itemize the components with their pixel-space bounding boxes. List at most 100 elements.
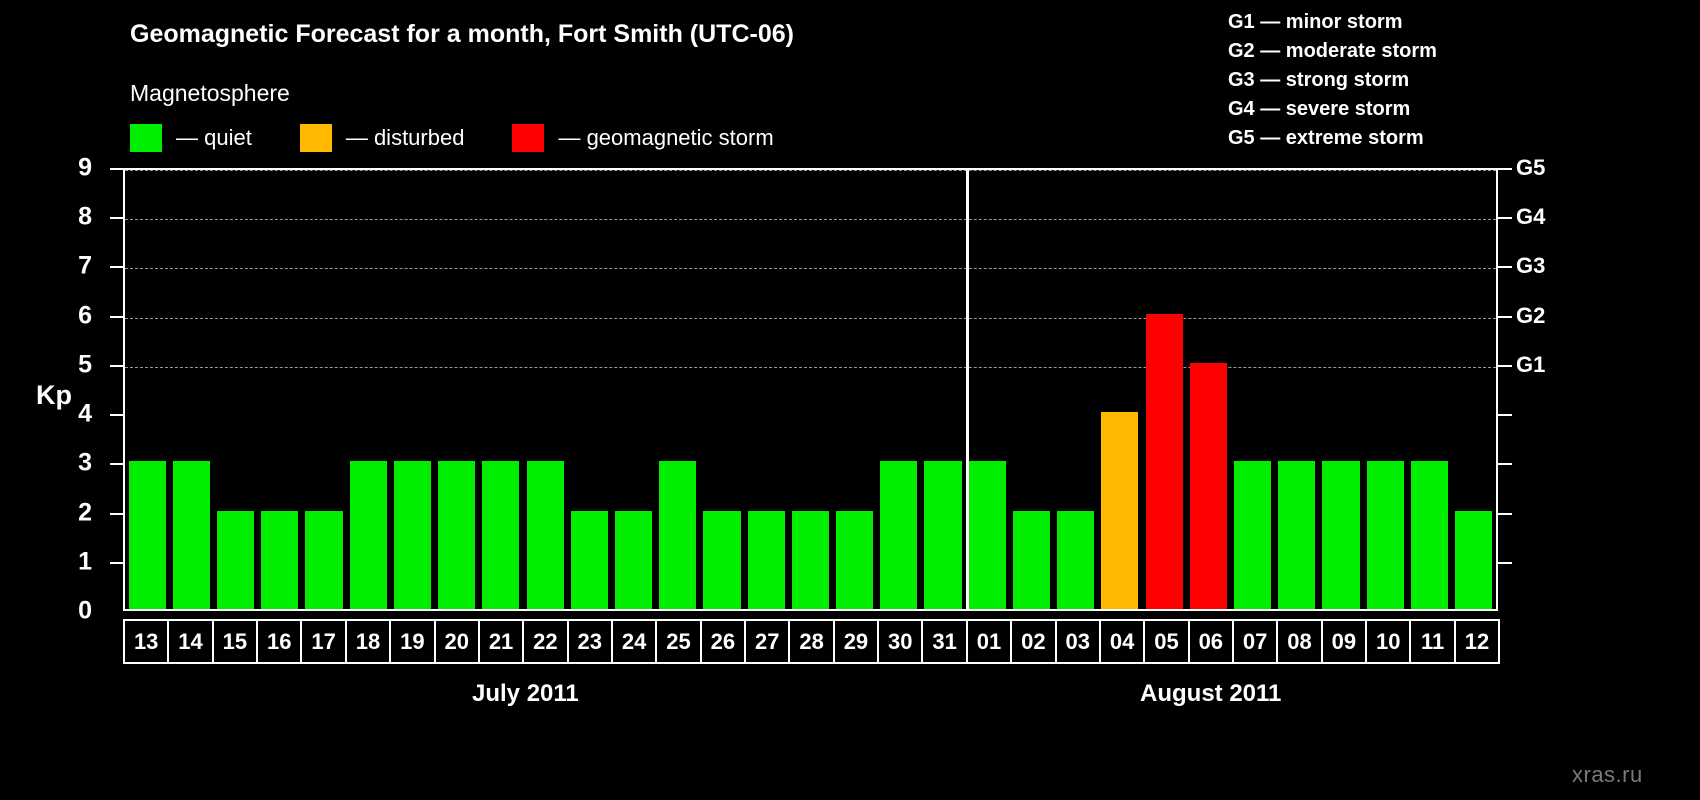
bar[interactable]	[1455, 510, 1493, 609]
date-label-18[interactable]: 18	[344, 619, 392, 664]
date-label-11[interactable]: 11	[1409, 619, 1456, 664]
bar[interactable]	[1189, 362, 1227, 609]
bar-cell-06[interactable]	[1186, 170, 1230, 609]
date-label-17[interactable]: 17	[300, 619, 347, 664]
bar-cell-13[interactable]	[125, 170, 169, 609]
date-label-16[interactable]: 16	[256, 619, 303, 664]
bar-cell-14[interactable]	[169, 170, 213, 609]
bar[interactable]	[570, 510, 608, 609]
bar-cell-07[interactable]	[1230, 170, 1274, 609]
bar-cell-19[interactable]	[390, 170, 434, 609]
bar-cell-15[interactable]	[213, 170, 257, 609]
bar[interactable]	[172, 461, 210, 609]
bar[interactable]	[1057, 510, 1095, 609]
date-label-03[interactable]: 03	[1054, 619, 1101, 664]
bar-cell-20[interactable]	[435, 170, 479, 609]
bar[interactable]	[1322, 461, 1360, 609]
bar[interactable]	[1012, 510, 1051, 609]
bar-cell-28[interactable]	[788, 170, 832, 609]
date-label-30[interactable]: 30	[877, 619, 924, 664]
date-label-26[interactable]: 26	[699, 619, 747, 664]
date-label-09[interactable]: 09	[1320, 619, 1368, 664]
bar[interactable]	[261, 510, 299, 609]
bar-cell-11[interactable]	[1407, 170, 1451, 609]
date-label-04[interactable]: 04	[1098, 619, 1146, 664]
bar[interactable]	[1278, 461, 1316, 609]
date-label-31[interactable]: 31	[921, 619, 968, 664]
bar[interactable]	[526, 461, 564, 609]
date-label-15[interactable]: 15	[211, 619, 259, 664]
date-label-10[interactable]: 10	[1365, 619, 1412, 664]
bar[interactable]	[216, 510, 255, 609]
bar[interactable]	[1234, 461, 1272, 609]
bar-cell-12[interactable]	[1452, 170, 1496, 609]
bar-cell-24[interactable]	[611, 170, 655, 609]
bar[interactable]	[791, 510, 829, 609]
date-label-22[interactable]: 22	[522, 619, 569, 664]
bar[interactable]	[482, 461, 520, 609]
bar-cell-27[interactable]	[744, 170, 788, 609]
bar-cell-21[interactable]	[479, 170, 523, 609]
date-label-12[interactable]: 12	[1453, 619, 1501, 664]
bar-cell-09[interactable]	[1319, 170, 1363, 609]
bar[interactable]	[614, 510, 653, 609]
month-caption-right: August 2011	[1140, 680, 1282, 707]
bar[interactable]	[393, 461, 431, 609]
magnetosphere-legend: — quiet — disturbed — geomagnetic storm	[130, 122, 822, 154]
bar[interactable]	[836, 510, 874, 609]
bar[interactable]	[1101, 412, 1139, 609]
bar-cell-03[interactable]	[1054, 170, 1098, 609]
date-label-01[interactable]: 01	[965, 619, 1013, 664]
date-label-21[interactable]: 21	[477, 619, 525, 664]
date-label-23[interactable]: 23	[566, 619, 613, 664]
bar-cell-29[interactable]	[833, 170, 877, 609]
date-label-25[interactable]: 25	[655, 619, 702, 664]
bar[interactable]	[1410, 461, 1449, 609]
bar[interactable]	[128, 461, 166, 609]
g-axis-label-G3: G3	[1516, 253, 1546, 279]
gridline-kp-5	[125, 366, 1496, 368]
bar-cell-08[interactable]	[1275, 170, 1319, 609]
bar[interactable]	[703, 510, 741, 609]
date-label-24[interactable]: 24	[610, 619, 658, 664]
date-label-20[interactable]: 20	[433, 619, 480, 664]
date-label-02[interactable]: 02	[1010, 619, 1057, 664]
bar[interactable]	[1145, 313, 1183, 609]
bar[interactable]	[438, 461, 476, 609]
bar[interactable]	[968, 461, 1006, 609]
date-label-27[interactable]: 27	[744, 619, 791, 664]
bar-cell-18[interactable]	[346, 170, 390, 609]
y-tick-label-2: 2	[78, 498, 92, 527]
date-label-28[interactable]: 28	[788, 619, 835, 664]
y-tick-label-4: 4	[78, 399, 92, 428]
bar-cell-10[interactable]	[1363, 170, 1407, 609]
bar-cell-05[interactable]	[1142, 170, 1186, 609]
bar-cell-17[interactable]	[302, 170, 346, 609]
bar-cell-23[interactable]	[567, 170, 611, 609]
bar[interactable]	[924, 461, 962, 609]
bar[interactable]	[349, 461, 387, 609]
date-label-29[interactable]: 29	[832, 619, 880, 664]
date-label-08[interactable]: 08	[1276, 619, 1323, 664]
bar-cell-22[interactable]	[523, 170, 567, 609]
bar-cell-02[interactable]	[1009, 170, 1053, 609]
bar[interactable]	[880, 461, 918, 609]
bar-cell-16[interactable]	[258, 170, 302, 609]
date-label-06[interactable]: 06	[1187, 619, 1234, 664]
bar[interactable]	[305, 510, 343, 609]
date-label-05[interactable]: 05	[1143, 619, 1190, 664]
bar-cell-31[interactable]	[921, 170, 965, 609]
bar-cell-25[interactable]	[656, 170, 700, 609]
g-axis-label-G2: G2	[1516, 302, 1546, 328]
bar-cell-01[interactable]	[965, 170, 1009, 609]
date-label-19[interactable]: 19	[389, 619, 436, 664]
bar[interactable]	[1366, 461, 1404, 609]
bar[interactable]	[747, 510, 785, 609]
date-label-07[interactable]: 07	[1231, 619, 1279, 664]
bar-cell-26[interactable]	[700, 170, 744, 609]
date-label-14[interactable]: 14	[167, 619, 214, 664]
date-label-13[interactable]: 13	[123, 619, 170, 664]
bar-cell-30[interactable]	[877, 170, 921, 609]
bar[interactable]	[659, 461, 697, 609]
bar-cell-04[interactable]	[1098, 170, 1142, 609]
